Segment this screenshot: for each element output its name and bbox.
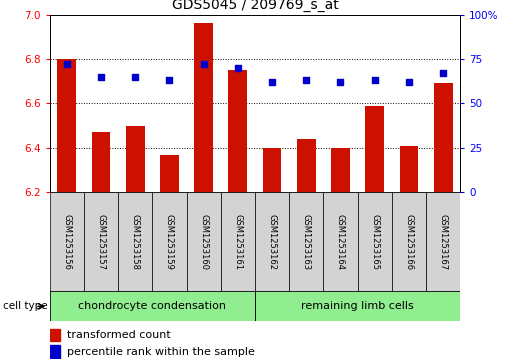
Point bbox=[63, 61, 71, 67]
Point bbox=[199, 61, 208, 67]
Title: GDS5045 / 209769_s_at: GDS5045 / 209769_s_at bbox=[172, 0, 338, 12]
Point bbox=[131, 74, 140, 80]
Point bbox=[268, 79, 276, 85]
Text: GSM1253164: GSM1253164 bbox=[336, 214, 345, 270]
Bar bbox=[152, 192, 187, 292]
Text: GSM1253157: GSM1253157 bbox=[97, 214, 106, 270]
Bar bbox=[255, 291, 460, 321]
Bar bbox=[194, 24, 213, 192]
Bar bbox=[58, 59, 76, 192]
Bar bbox=[392, 192, 426, 292]
Point bbox=[234, 65, 242, 71]
Bar bbox=[92, 132, 110, 192]
Bar bbox=[50, 329, 60, 341]
Bar bbox=[297, 139, 316, 192]
Bar bbox=[84, 192, 118, 292]
Bar bbox=[331, 148, 350, 192]
Text: GSM1253163: GSM1253163 bbox=[302, 214, 311, 270]
Bar bbox=[126, 126, 145, 192]
Point bbox=[336, 79, 345, 85]
Point bbox=[302, 77, 311, 83]
Point bbox=[370, 77, 379, 83]
Bar bbox=[50, 192, 84, 292]
Bar bbox=[160, 155, 179, 192]
Point bbox=[405, 79, 413, 85]
Bar bbox=[400, 146, 418, 192]
Text: GSM1253160: GSM1253160 bbox=[199, 214, 208, 270]
Text: GSM1253159: GSM1253159 bbox=[165, 215, 174, 270]
Bar bbox=[221, 192, 255, 292]
Bar bbox=[263, 148, 281, 192]
Text: GSM1253162: GSM1253162 bbox=[268, 214, 277, 270]
Bar bbox=[434, 83, 452, 192]
Bar bbox=[118, 192, 152, 292]
Text: GSM1253165: GSM1253165 bbox=[370, 214, 379, 270]
Point bbox=[165, 77, 174, 83]
Bar bbox=[50, 345, 60, 358]
Bar bbox=[426, 192, 460, 292]
Bar bbox=[289, 192, 323, 292]
Bar bbox=[365, 106, 384, 192]
Text: GSM1253161: GSM1253161 bbox=[233, 214, 242, 270]
Text: remaining limb cells: remaining limb cells bbox=[301, 301, 414, 311]
Text: percentile rank within the sample: percentile rank within the sample bbox=[67, 347, 255, 356]
Bar bbox=[50, 291, 255, 321]
Text: GSM1253158: GSM1253158 bbox=[131, 214, 140, 270]
Bar bbox=[187, 192, 221, 292]
Bar bbox=[229, 70, 247, 192]
Point bbox=[97, 74, 105, 80]
Bar bbox=[358, 192, 392, 292]
Text: transformed count: transformed count bbox=[67, 330, 170, 340]
Text: chondrocyte condensation: chondrocyte condensation bbox=[78, 301, 226, 311]
Text: GSM1253166: GSM1253166 bbox=[404, 214, 413, 270]
Point bbox=[439, 70, 447, 76]
Bar bbox=[323, 192, 358, 292]
Bar bbox=[255, 192, 289, 292]
Text: GSM1253167: GSM1253167 bbox=[439, 214, 448, 270]
Text: GSM1253156: GSM1253156 bbox=[62, 214, 71, 270]
Text: cell type: cell type bbox=[3, 301, 47, 311]
